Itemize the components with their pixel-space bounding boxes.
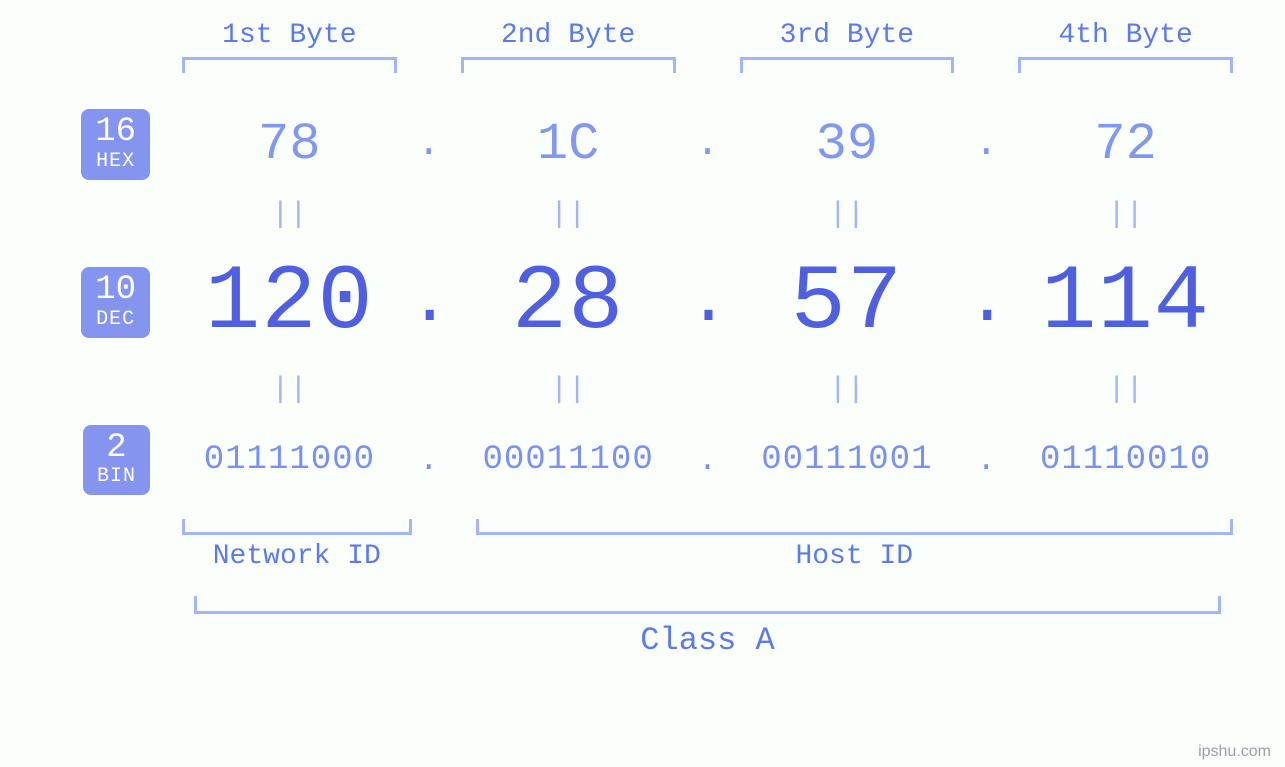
host-id-label: Host ID	[476, 541, 1233, 572]
dec-byte-2: 28	[449, 250, 688, 355]
bracket-bottom-icon	[476, 519, 1233, 535]
bin-byte-2: 00011100	[449, 441, 688, 479]
hex-badge-lab: HEX	[95, 151, 136, 172]
bracket-top-icon	[461, 57, 676, 73]
bin-badge-lab: BIN	[97, 466, 136, 487]
bracket-top-icon	[1018, 57, 1233, 73]
dot: .	[966, 263, 1006, 342]
bin-byte-3: 00111001	[728, 441, 967, 479]
dec-badge: 10 DEC	[81, 267, 150, 338]
bracket-top-icon	[182, 57, 397, 73]
dot: .	[688, 122, 728, 167]
equals-row-2: || || || ||	[40, 373, 1245, 407]
equals-icon: ||	[1006, 198, 1245, 232]
byte-header-4: 4th Byte	[1006, 20, 1245, 51]
byte-header-1: 1st Byte	[170, 20, 409, 51]
bin-badge-num: 2	[97, 431, 136, 467]
equals-icon: ||	[728, 198, 967, 232]
hex-byte-2: 1C	[449, 115, 688, 174]
hex-badge: 16 HEX	[81, 109, 150, 180]
dec-byte-1: 120	[170, 250, 409, 355]
bracket-bottom-icon	[194, 596, 1221, 614]
equals-row-1: || || || ||	[40, 198, 1245, 232]
equals-icon: ||	[728, 373, 967, 407]
ip-diagram: 1st Byte 2nd Byte 3rd Byte 4th Byte	[40, 20, 1245, 659]
hex-badge-num: 16	[95, 115, 136, 151]
hex-byte-4: 72	[1006, 115, 1245, 174]
bin-badge: 2 BIN	[83, 425, 150, 496]
equals-icon: ||	[170, 373, 409, 407]
bin-row: 2 BIN 01111000 . 00011100 . 00111001 . 0…	[40, 425, 1245, 496]
byte-headers-row: 1st Byte 2nd Byte 3rd Byte 4th Byte	[40, 20, 1245, 73]
dot: .	[966, 122, 1006, 167]
byte-header-3: 3rd Byte	[728, 20, 967, 51]
bracket-top-icon	[740, 57, 955, 73]
class-row: Class A	[40, 596, 1245, 659]
bracket-bottom-icon	[182, 519, 412, 535]
hex-row: 16 HEX 78 . 1C . 39 . 72	[40, 109, 1245, 180]
watermark: ipshu.com	[1198, 743, 1271, 761]
dec-badge-num: 10	[95, 273, 136, 309]
bin-byte-1: 01111000	[170, 441, 409, 479]
dec-badge-lab: DEC	[95, 309, 136, 330]
dec-byte-4: 114	[1006, 250, 1245, 355]
class-label: Class A	[182, 622, 1233, 659]
hex-byte-3: 39	[728, 115, 967, 174]
dec-row: 10 DEC 120 . 28 . 57 . 114	[40, 250, 1245, 355]
dot: .	[966, 442, 1006, 479]
equals-icon: ||	[170, 198, 409, 232]
dot: .	[688, 442, 728, 479]
dot: .	[409, 263, 449, 342]
dot: .	[688, 263, 728, 342]
equals-icon: ||	[1006, 373, 1245, 407]
dot: .	[409, 122, 449, 167]
equals-icon: ||	[449, 373, 688, 407]
dec-byte-3: 57	[728, 250, 967, 355]
bin-byte-4: 01110010	[1006, 441, 1245, 479]
byte-header-2: 2nd Byte	[449, 20, 688, 51]
network-id-label: Network ID	[182, 541, 412, 572]
net-host-row: Network ID Host ID	[40, 509, 1245, 572]
dot: .	[409, 442, 449, 479]
hex-byte-1: 78	[170, 115, 409, 174]
equals-icon: ||	[449, 198, 688, 232]
